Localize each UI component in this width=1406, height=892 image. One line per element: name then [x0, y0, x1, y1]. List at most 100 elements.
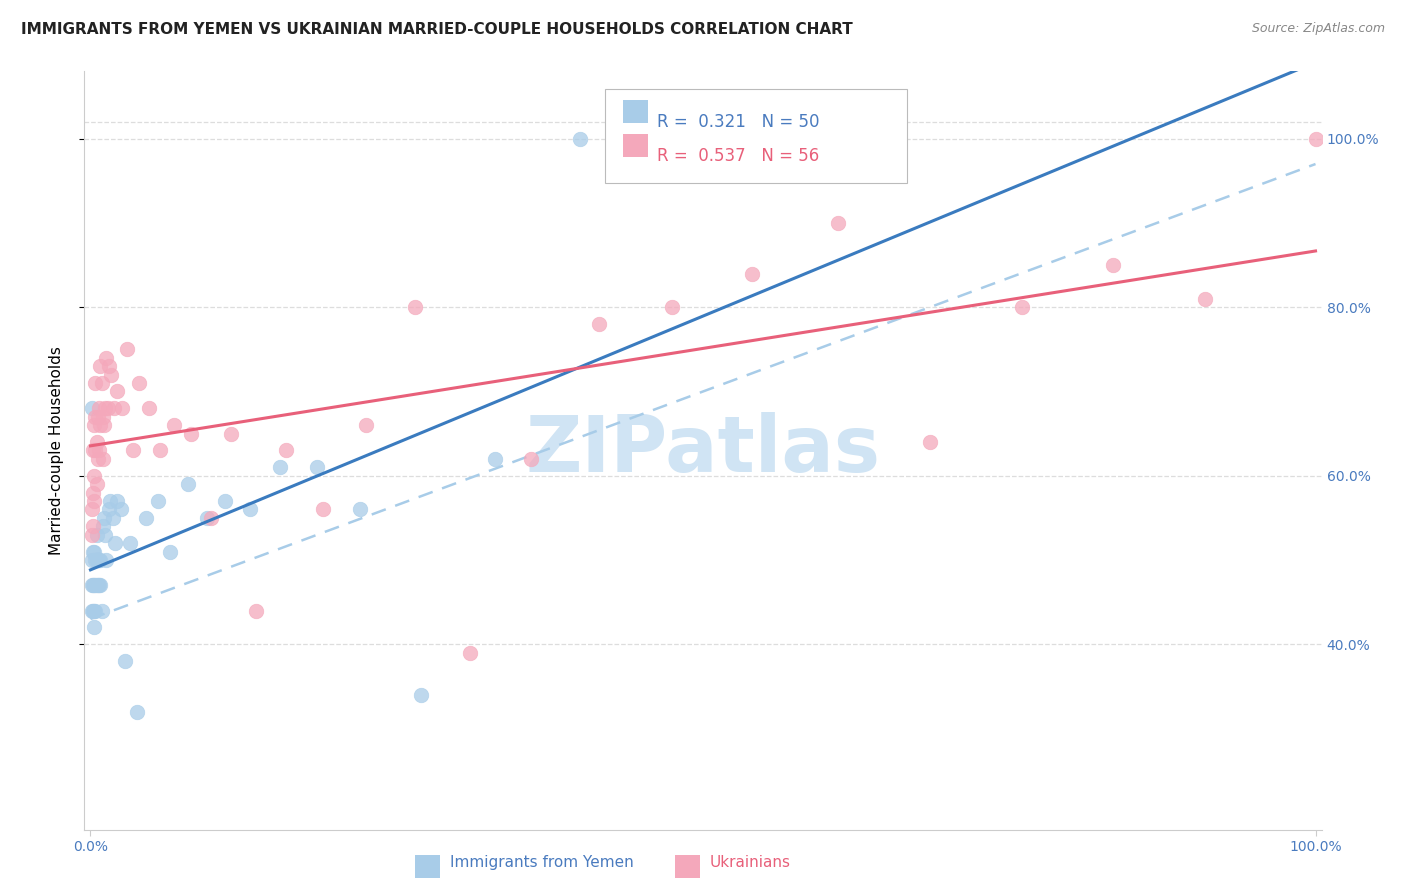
- Point: [195, 511, 218, 525]
- Point: [83, 578, 105, 592]
- Point: [87, 578, 110, 592]
- Point: [87, 401, 110, 416]
- Point: [82, 443, 104, 458]
- Point: [87, 553, 110, 567]
- Point: [84, 376, 107, 390]
- Point: [80, 578, 103, 592]
- Point: [84, 603, 107, 617]
- Point: [80, 401, 103, 416]
- Text: ZIPatlas: ZIPatlas: [526, 412, 880, 489]
- Point: [90, 376, 112, 390]
- Text: Immigrants from Yemen: Immigrants from Yemen: [450, 855, 634, 870]
- Point: [84, 553, 107, 567]
- Point: [80, 603, 103, 617]
- Point: [354, 418, 377, 433]
- Point: [97, 502, 120, 516]
- Point: [569, 132, 592, 146]
- Text: R =  0.321   N = 50: R = 0.321 N = 50: [657, 113, 820, 131]
- Point: [91, 519, 114, 533]
- Point: [1011, 300, 1033, 314]
- Text: Ukrainians: Ukrainians: [710, 855, 792, 870]
- Point: [349, 502, 371, 516]
- Y-axis label: Married-couple Households: Married-couple Households: [49, 346, 63, 555]
- Point: [138, 401, 160, 416]
- Point: [83, 603, 105, 617]
- Point: [93, 418, 115, 433]
- Point: [82, 519, 104, 533]
- Point: [84, 578, 107, 592]
- Point: [94, 527, 117, 541]
- Point: [82, 485, 104, 500]
- Point: [89, 359, 111, 374]
- Point: [404, 300, 426, 314]
- Point: [107, 494, 129, 508]
- Point: [96, 351, 118, 365]
- Point: [97, 401, 120, 416]
- Point: [89, 553, 111, 567]
- Text: Source: ZipAtlas.com: Source: ZipAtlas.com: [1251, 22, 1385, 36]
- Point: [107, 384, 129, 399]
- Point: [94, 401, 117, 416]
- Point: [163, 418, 186, 433]
- Point: [82, 544, 104, 558]
- Point: [91, 451, 114, 466]
- Point: [83, 620, 105, 634]
- Point: [84, 443, 107, 458]
- Point: [200, 511, 222, 525]
- Point: [245, 603, 267, 617]
- Point: [411, 688, 433, 702]
- Point: [111, 401, 134, 416]
- Point: [239, 502, 262, 516]
- Point: [83, 468, 105, 483]
- Text: R =  0.537   N = 56: R = 0.537 N = 56: [657, 147, 818, 165]
- Point: [104, 536, 127, 550]
- Point: [827, 216, 849, 230]
- Point: [214, 494, 236, 508]
- Point: [484, 451, 506, 466]
- Point: [103, 401, 125, 416]
- Point: [80, 502, 103, 516]
- Point: [135, 511, 157, 525]
- Point: [118, 536, 141, 550]
- Point: [101, 511, 124, 525]
- Point: [86, 578, 108, 592]
- Point: [86, 477, 108, 491]
- Point: [115, 343, 138, 357]
- Point: [80, 527, 103, 541]
- Point: [87, 553, 110, 567]
- Point: [125, 705, 148, 719]
- Point: [588, 317, 610, 331]
- Point: [80, 553, 103, 567]
- Point: [97, 359, 120, 374]
- Point: [269, 460, 291, 475]
- Point: [89, 418, 111, 433]
- Point: [86, 527, 108, 541]
- Point: [114, 654, 136, 668]
- Point: [122, 443, 145, 458]
- Point: [83, 544, 105, 558]
- Point: [93, 511, 115, 525]
- Point: [741, 267, 763, 281]
- Point: [221, 426, 243, 441]
- Point: [520, 451, 543, 466]
- Point: [1194, 292, 1216, 306]
- Point: [307, 460, 329, 475]
- Text: IMMIGRANTS FROM YEMEN VS UKRAINIAN MARRIED-COUPLE HOUSEHOLDS CORRELATION CHART: IMMIGRANTS FROM YEMEN VS UKRAINIAN MARRI…: [21, 22, 853, 37]
- Point: [89, 578, 111, 592]
- Point: [82, 603, 104, 617]
- Point: [91, 409, 114, 424]
- Point: [98, 494, 121, 508]
- Point: [1102, 258, 1125, 272]
- Point: [458, 646, 481, 660]
- Point: [87, 578, 110, 592]
- Point: [87, 451, 110, 466]
- Point: [83, 418, 105, 433]
- Point: [180, 426, 202, 441]
- Point: [177, 477, 200, 491]
- Point: [661, 300, 683, 314]
- Point: [1305, 132, 1327, 146]
- Point: [918, 435, 941, 450]
- Point: [87, 409, 110, 424]
- Point: [96, 553, 118, 567]
- Point: [90, 603, 112, 617]
